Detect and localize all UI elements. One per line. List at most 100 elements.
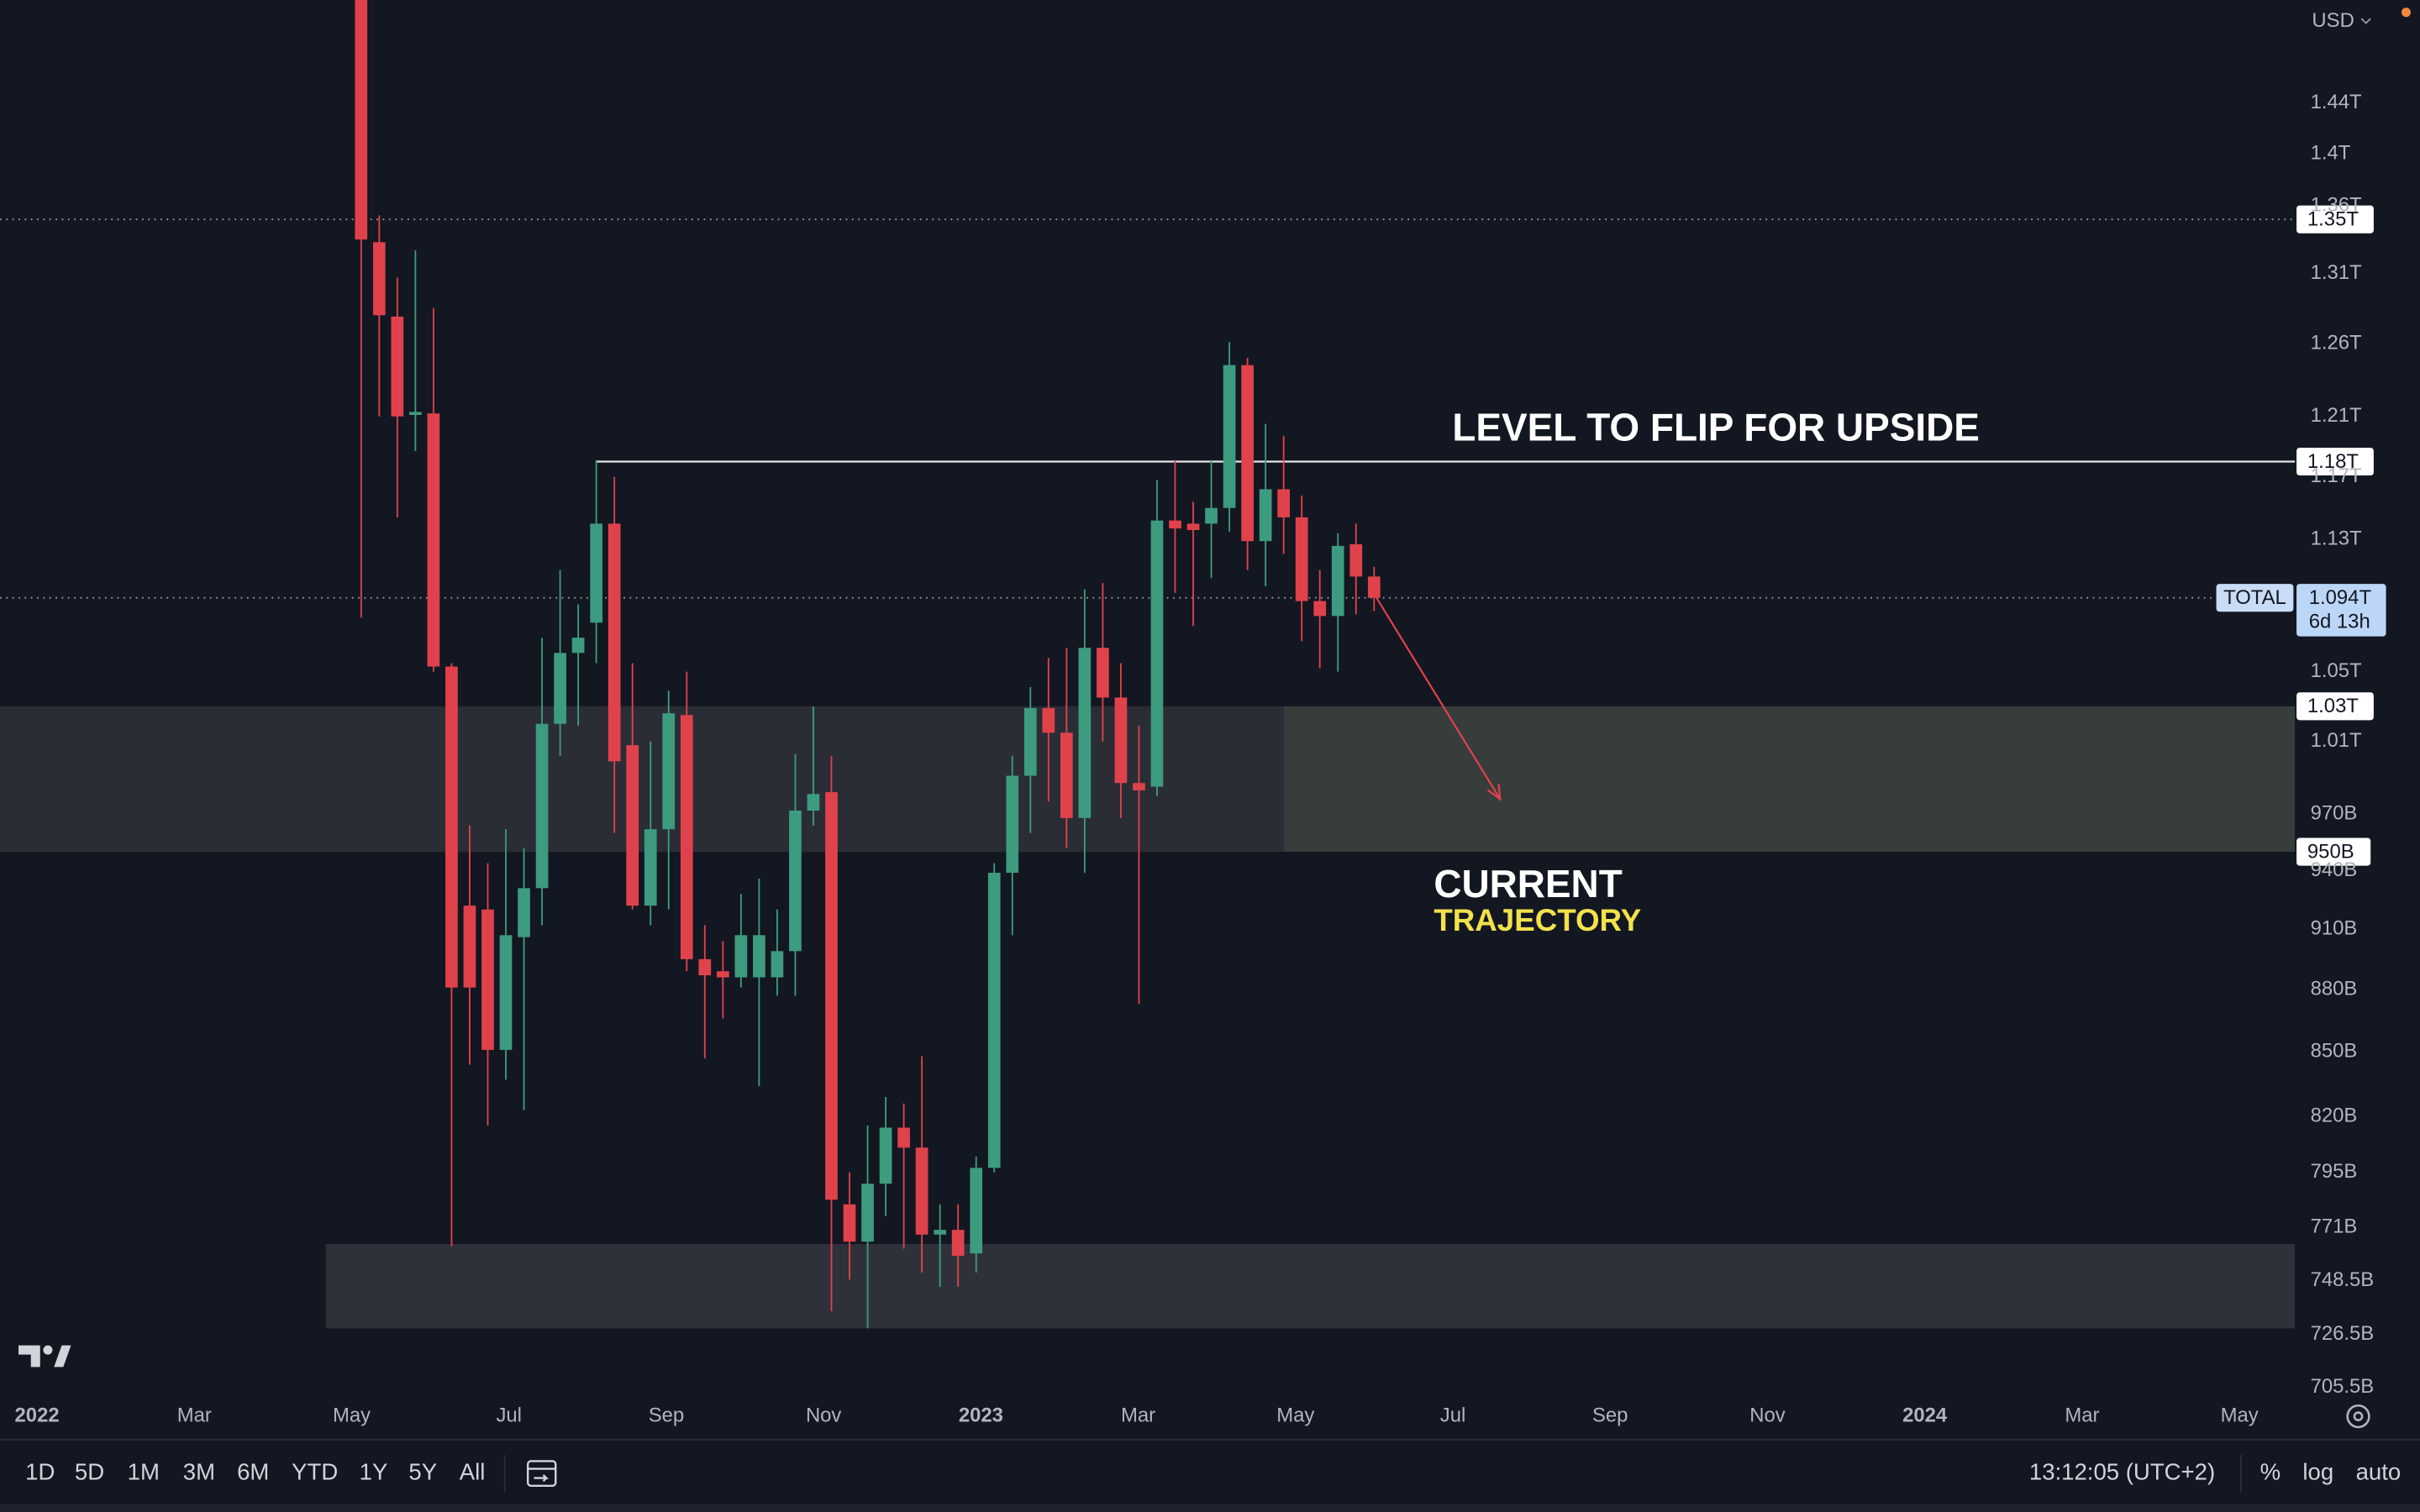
x-tick-label: Jul — [496, 1404, 522, 1426]
candle-body — [1133, 783, 1145, 790]
scale-button[interactable]: log — [2302, 1458, 2333, 1484]
price-label: 1.18T — [2307, 450, 2359, 473]
candle-body — [1186, 523, 1200, 530]
x-tick-label: Nov — [806, 1404, 841, 1426]
candle-body — [789, 811, 802, 952]
candle-body — [897, 1127, 910, 1148]
range-button[interactable]: 1Y — [360, 1458, 388, 1484]
candle-body — [1023, 707, 1037, 776]
range-button[interactable]: 5D — [75, 1458, 104, 1484]
price-label: 1.35T — [2307, 207, 2359, 230]
annotation: TRAJECTORY — [1434, 903, 1641, 937]
range-button[interactable]: YTD — [292, 1458, 338, 1484]
candle-body — [951, 1230, 965, 1256]
range-button[interactable]: 1D — [25, 1458, 55, 1484]
y-tick-label: 1.01T — [2311, 729, 2362, 752]
candle-body — [771, 951, 784, 978]
zone — [325, 1243, 2296, 1329]
status-dot — [2401, 8, 2411, 18]
price-label-box — [2296, 692, 2374, 721]
candle-body — [662, 713, 676, 830]
y-tick-label: 910B — [2311, 917, 2358, 940]
date-range-icon[interactable] — [526, 1460, 557, 1487]
scale-button[interactable]: % — [2260, 1458, 2281, 1484]
x-tick-label: Jul — [1440, 1404, 1466, 1426]
x-tick-label: 2024 — [1902, 1404, 1948, 1426]
y-tick-label: 1.13T — [2311, 528, 2362, 550]
y-tick-label: 850B — [2311, 1040, 2358, 1063]
candle-body — [372, 242, 386, 316]
y-tick-label: 970B — [2311, 802, 2358, 825]
y-tick-label: 1.26T — [2311, 331, 2362, 354]
candle-body — [1331, 545, 1344, 617]
x-tick-label: Mar — [1121, 1404, 1155, 1426]
candle-body — [1042, 707, 1055, 733]
candle-body — [427, 413, 440, 667]
candle-body — [680, 715, 693, 959]
candle-body — [535, 723, 549, 889]
candle-body — [1097, 648, 1109, 698]
candle-body — [499, 935, 513, 1050]
candle-body — [807, 794, 820, 811]
x-tick-label: May — [333, 1404, 371, 1426]
candle-body — [571, 638, 585, 654]
price-label-box — [2296, 837, 2371, 866]
range-button[interactable]: 1M — [128, 1458, 160, 1484]
y-tick-label: 705.5B — [2311, 1375, 2375, 1398]
currency-label[interactable]: USD — [2312, 9, 2354, 32]
range-button[interactable]: 5Y — [408, 1458, 437, 1484]
y-tick-label: 1.17T — [2311, 465, 2362, 487]
candle-body — [1259, 489, 1272, 542]
candle-body — [1205, 507, 1218, 524]
x-tick-label: May — [1276, 1404, 1314, 1426]
y-tick-label: 820B — [2311, 1105, 2358, 1127]
last-price-box — [2296, 584, 2386, 637]
candle-body — [1313, 601, 1327, 617]
y-tick-label: 726.5B — [2311, 1322, 2375, 1345]
annotation: CURRENT — [1434, 862, 1622, 906]
candle-body — [626, 745, 639, 906]
candle-body — [1060, 732, 1073, 818]
x-tick-label: May — [2221, 1404, 2259, 1426]
candle-body — [1367, 576, 1381, 598]
candle-body — [1241, 365, 1254, 542]
candle-body — [518, 888, 530, 937]
candle-body — [463, 906, 476, 988]
price-label-box — [2296, 205, 2374, 234]
currency-chevron — [2360, 18, 2371, 24]
settings-icon[interactable] — [2346, 1404, 2370, 1429]
candle-body — [554, 653, 566, 724]
last-price-label: 1.094T — [2309, 586, 2372, 609]
candle-body — [1006, 775, 1019, 874]
x-tick-label: Mar — [177, 1404, 212, 1426]
x-tick-label: Mar — [2065, 1404, 2099, 1426]
y-tick-label: 771B — [2311, 1215, 2358, 1238]
countdown-label: 6d 13h — [2309, 610, 2370, 633]
x-tick-label: Sep — [649, 1404, 684, 1426]
y-tick-label: 1.36T — [2311, 194, 2362, 217]
candle-body — [1169, 520, 1181, 529]
candle-body — [1078, 648, 1092, 818]
candle-body — [1150, 520, 1164, 787]
range-button[interactable]: 6M — [237, 1458, 269, 1484]
candle-body — [608, 523, 621, 762]
x-tick-label: Sep — [1592, 1404, 1628, 1426]
candle-body — [391, 316, 404, 417]
candle-body — [1114, 697, 1128, 784]
candle-body — [698, 958, 712, 976]
bottom-strip — [0, 1504, 2420, 1512]
range-button[interactable]: All — [460, 1458, 486, 1484]
logo — [18, 1345, 71, 1368]
symbol-box — [2216, 584, 2294, 612]
y-tick-label: 1.44T — [2311, 91, 2362, 113]
price-label: 950B — [2307, 840, 2354, 863]
candle-body — [987, 873, 1001, 1168]
candle-body — [879, 1127, 892, 1184]
y-tick-label: 795B — [2311, 1160, 2358, 1183]
range-button[interactable]: 3M — [183, 1458, 215, 1484]
scale-button[interactable]: auto — [2356, 1458, 2402, 1484]
x-tick-label: 2022 — [15, 1404, 60, 1426]
y-tick-label: 1.4T — [2311, 142, 2351, 165]
clock: 13:12:05 (UTC+2) — [2029, 1458, 2215, 1484]
